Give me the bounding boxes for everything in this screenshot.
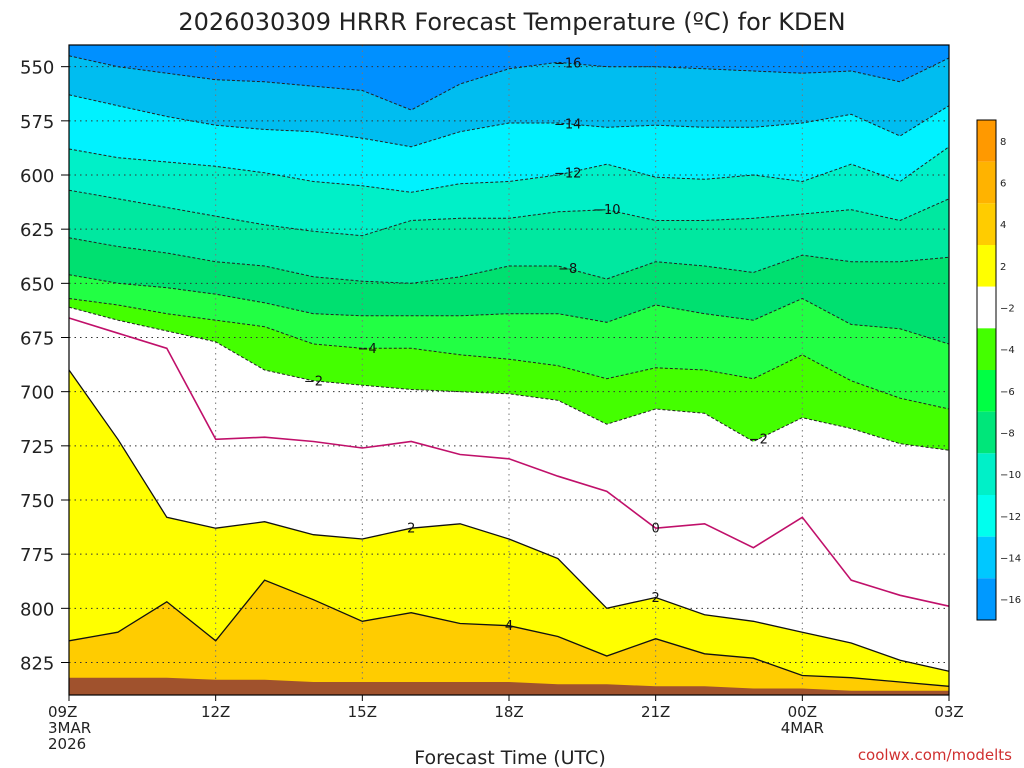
colorbar-segment-4 [977,286,996,329]
colorbar-segment-6 [977,370,996,412]
y-tick-label-775: 775 [20,545,54,566]
contour-label-7: −2 [749,433,768,448]
colorbar-segment-9 [977,495,996,537]
contour-line-minus-10 [68,189,950,237]
colorbar-label-5: −4 [1000,345,1015,356]
colorbar-label-2: 4 [1000,220,1006,231]
contour-label-11: 4 [505,619,513,634]
contour-label-4: −8 [558,262,577,277]
contour-line-4 [68,579,950,687]
contour-label-5: −4 [358,342,377,357]
colorbar-label-10: −14 [1000,554,1021,565]
x-tick-label-09Z-1: 3MAR [48,719,91,737]
contour-label-0: −16 [554,57,581,72]
contour-line-minus-12 [68,146,950,193]
contour-label-6: −2 [304,374,323,389]
ground-fill [69,677,949,695]
x-tick-label-18Z-0: 18Z [494,703,523,721]
grid-lines [69,45,949,695]
contour-line-minus-6 [68,274,950,345]
x-tick-label-09Z-2: 2026 [48,735,86,753]
y-tick-label-800: 800 [20,599,54,620]
contour-label-10: 2 [652,591,660,606]
colorbar-segment-8 [977,453,996,495]
contour-line-minus-8 [68,237,950,284]
colorbar-label-0: 8 [1000,137,1006,148]
colorbar-segment-10 [977,536,996,579]
x-tick-label-15Z-0: 15Z [348,703,377,721]
y-tick-label-625: 625 [20,220,54,241]
colorbar-label-4: −2 [1000,304,1015,315]
colorbar-segment-5 [977,328,996,370]
contour-label-9: 2 [407,522,415,537]
y-tick-label-575: 575 [20,112,54,133]
x-tick-label-00Z-0: 00Z [788,703,817,721]
x-tick-label-00Z-1: 4MAR [781,719,824,737]
y-tick-label-675: 675 [20,329,54,350]
y-tick-label-825: 825 [20,654,54,675]
colorbar-segment-3 [977,245,996,287]
colorbar-label-3: 2 [1000,262,1006,273]
colorbar-segment-1 [977,161,996,204]
y-tick-label-750: 750 [20,491,54,512]
contour-labels: −16 −14 −12 −10 −8 −4 −2 −2 0 2 2 4 [304,57,768,634]
colorbar-label-8: −10 [1000,470,1021,481]
y-tick-label-600: 600 [20,166,54,187]
contour-line-minus-16 [68,55,950,111]
contour-line-0 [68,317,950,607]
contour-label-1: −14 [554,117,581,132]
colorbar-segment-0 [977,120,996,162]
contour-line-minus-2 [68,306,950,451]
colorbar-label-9: −12 [1000,512,1021,523]
colorbar-label-7: −8 [1000,429,1015,440]
contour-line-2 [68,369,950,672]
chart-title: 2026030309 HRRR Forecast Temperature (ºC… [178,8,845,36]
contour-lines [68,55,950,687]
contour-line-minus-4 [68,298,950,410]
x-tick-label-12Z-0: 12Z [201,703,230,721]
colorbar-segment-11 [977,578,996,620]
contour-label-2: −12 [554,166,581,181]
x-axis-label: Forecast Time (UTC) [414,747,605,768]
colorbar: 8 6 4 2 −2 −4 −6 −8 −10 −12 −14 −16 [976,119,1021,621]
ground-surface [69,677,949,695]
y-tick-label-725: 725 [20,437,54,458]
contour-line-minus-14 [68,94,950,148]
y-tick-label-550: 550 [20,58,54,79]
x-tick-label-21Z-0: 21Z [641,703,670,721]
y-axis-ticks: 550 575 600 625 650 675 700 725 750 775 800 825 [20,58,69,675]
colorbar-segment-2 [977,203,996,245]
source-credit: coolwx.com/modelts [858,746,1012,764]
x-tick-label-09Z-0: 09Z [48,703,77,721]
y-tick-label-700: 700 [20,383,54,404]
colorbar-segment-7 [977,411,996,454]
colorbar-label-11: −16 [1000,595,1021,606]
contour-label-8: 0 [652,522,660,537]
contour-label-3: −10 [593,203,620,218]
colorbar-label-6: −6 [1000,387,1015,398]
y-tick-label-650: 650 [20,274,54,295]
fill-band-above-level-4 [69,580,949,695]
colorbar-frame [976,119,997,621]
colorbar-label-1: 6 [1000,179,1006,190]
x-tick-label-03Z-0: 03Z [934,703,963,721]
